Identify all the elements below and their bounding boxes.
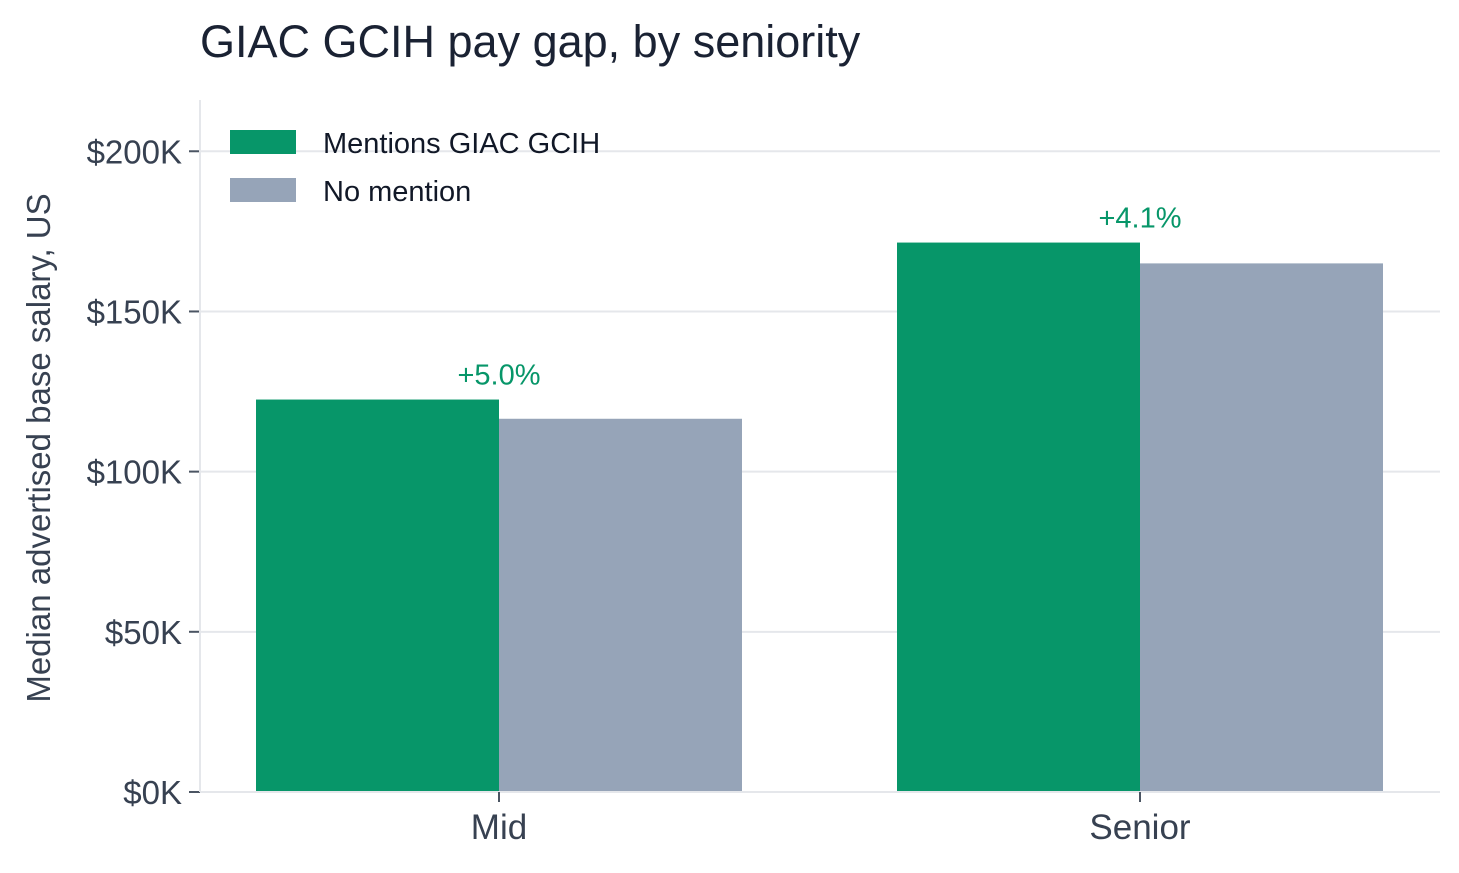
chart-title: GIAC GCIH pay gap, by seniority (200, 16, 861, 67)
bar-mentions-mid (256, 399, 499, 792)
bar-mentions-senior (897, 242, 1140, 792)
legend-swatch (230, 178, 296, 202)
gap-annotation: +5.0% (457, 360, 540, 392)
y-axis-label: Median advertised base salary, US (20, 193, 57, 702)
y-tick-label: $150K (87, 293, 182, 330)
axes: $0K $50K $100K $150K $200K Mid Senior (87, 100, 1440, 847)
gap-annotations: +5.0% +4.1% (457, 203, 1181, 392)
y-tick-label: $50K (105, 614, 182, 651)
y-tick-label: $100K (87, 454, 182, 491)
bar-no-mention-senior (1140, 263, 1383, 792)
y-tick-label: $200K (87, 133, 182, 170)
bar-no-mention-mid (499, 418, 742, 792)
y-tick-label: $0K (123, 774, 182, 811)
legend: Mentions GIAC GCIH No mention (230, 128, 600, 208)
gap-annotation: +4.1% (1098, 203, 1181, 235)
legend-label: Mentions GIAC GCIH (323, 128, 600, 160)
x-tick-label: Mid (471, 808, 527, 847)
legend-label: No mention (323, 176, 471, 208)
legend-swatch (230, 130, 296, 154)
x-tick-label: Senior (1089, 808, 1191, 847)
bars (256, 242, 1383, 792)
